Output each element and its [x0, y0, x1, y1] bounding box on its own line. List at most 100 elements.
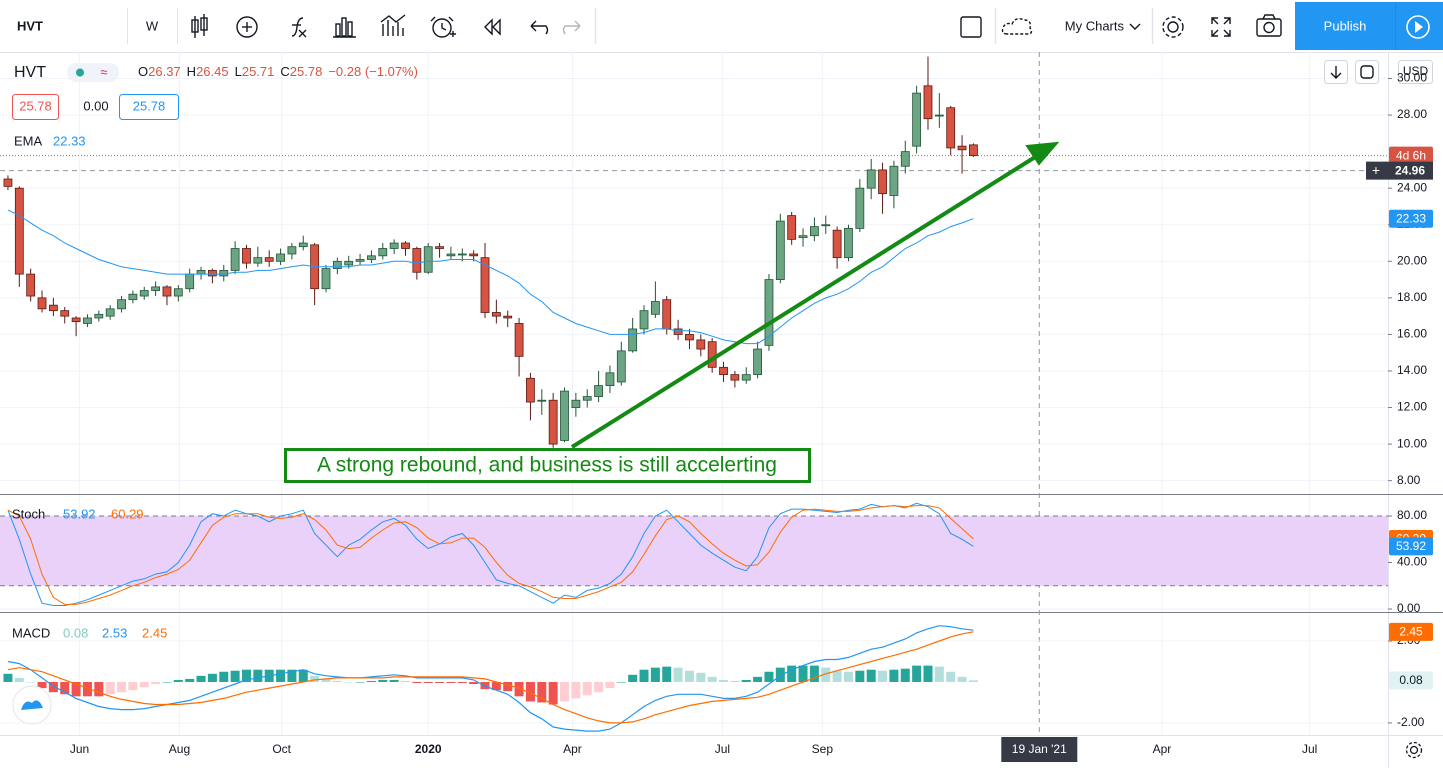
indicators-button[interactable] [291, 17, 307, 38]
macd-legend-hist: 0.08 [63, 625, 88, 640]
candle-body [503, 315, 513, 319]
maximize-button[interactable] [1355, 60, 1379, 84]
maximize-icon [1360, 65, 1374, 79]
candle-body [412, 248, 422, 273]
histogram-bar [37, 681, 47, 689]
histogram-bar [310, 675, 320, 682]
publish-button-bg[interactable] [1295, 2, 1395, 50]
candle-body [401, 242, 410, 249]
countdown-box [1389, 146, 1433, 165]
histogram-bar [491, 681, 501, 691]
histogram-bar [469, 681, 479, 685]
chart-type-button[interactable] [191, 14, 208, 38]
bid-box[interactable] [12, 94, 59, 120]
candle-body [480, 257, 490, 313]
ohlc-key: O [138, 64, 148, 79]
interval-button[interactable]: W [146, 18, 159, 33]
crosshair-x-label: 19 Jan '21 [1012, 742, 1067, 756]
histogram-bar [912, 665, 922, 682]
y-tick-label: 20.00 [1397, 253, 1427, 267]
histogram-bar [639, 669, 649, 682]
crosshair-x-box [1001, 737, 1078, 762]
crosshair-y-box [1366, 161, 1433, 180]
compare-button[interactable] [236, 16, 258, 38]
candle-body [94, 313, 104, 319]
play-icon [1406, 15, 1430, 39]
histogram-bar [605, 681, 615, 689]
histogram-bar [798, 665, 808, 682]
templates-button[interactable] [333, 17, 356, 38]
histogram-bar [173, 679, 183, 682]
candle-body [707, 341, 717, 368]
cloud-icon [1001, 17, 1033, 35]
histogram-bar [241, 669, 251, 682]
histogram-bar [560, 681, 570, 702]
macd-line [7, 631, 974, 724]
my-charts-button[interactable]: My Charts [1065, 18, 1125, 33]
histogram-bar [82, 681, 92, 697]
histogram-bar [650, 667, 660, 682]
candle-body [912, 92, 922, 147]
x-tick-label: Aug [169, 742, 190, 756]
candle-body [60, 310, 70, 317]
histogram-bar [3, 673, 13, 682]
histogram-bar [128, 681, 138, 691]
labels: 8.0010.0012.0014.0016.0018.0020.0022.002… [70, 71, 1433, 762]
candle-body [730, 374, 740, 381]
candle-body [821, 224, 831, 227]
candle-body [798, 235, 808, 238]
stoch-k-value: 53.92 [1396, 539, 1426, 553]
histogram-bar [878, 670, 888, 682]
candle-body [514, 323, 524, 357]
histogram-bar [866, 669, 876, 682]
settings-button[interactable] [1162, 16, 1184, 38]
redo-button[interactable] [562, 20, 581, 35]
candle-body [526, 377, 535, 403]
candle-body [537, 399, 547, 402]
currency-box[interactable] [1398, 60, 1433, 84]
dropdown-icon [1129, 23, 1141, 30]
candle-body [741, 374, 751, 381]
candle-body [14, 187, 24, 275]
arrow-icon [1330, 66, 1342, 79]
histogram-bar [662, 666, 672, 682]
axis-settings-button[interactable] [1405, 741, 1423, 759]
histogram-bar [719, 679, 729, 682]
histogram-bar [616, 681, 626, 683]
crosshair-y-label: 24.96 [1395, 163, 1425, 177]
histogram-bar [94, 681, 104, 697]
candle-body [355, 259, 365, 262]
stoch-k-value-box [1389, 537, 1433, 556]
ohlc-legend: O26.37 H26.45 L25.71 C25.78 −0.28 (−1.07%) [138, 64, 418, 79]
layout-button[interactable] [960, 16, 982, 38]
snapshot-button[interactable] [1256, 14, 1282, 37]
replay-button[interactable] [484, 18, 501, 36]
ask-box[interactable] [119, 94, 179, 120]
fullscreen-button[interactable] [1211, 17, 1231, 37]
y-tick-label: -2.00 [1397, 715, 1425, 729]
y-tick-label: 80.00 [1397, 508, 1427, 522]
histogram-bar [628, 674, 638, 682]
symbol-button[interactable]: HVT [17, 18, 43, 33]
candle-body [457, 253, 467, 256]
candle-body [616, 350, 626, 383]
candle-body [900, 151, 910, 167]
alert-line-button[interactable] [380, 14, 406, 36]
candle-body [775, 220, 785, 280]
histogram-bar [48, 681, 58, 693]
alert-button[interactable] [430, 16, 456, 38]
undo-button[interactable] [530, 20, 549, 35]
histogram-bar [230, 670, 240, 682]
candle-body [969, 144, 978, 157]
histogram-bar [151, 681, 161, 685]
ohlc-key: H [187, 64, 196, 79]
y-tick-label: 40.00 [1397, 555, 1427, 569]
publish-button[interactable]: Publish [1324, 18, 1367, 33]
ohlc-value: 25.78 [290, 64, 323, 79]
candle-body [48, 304, 58, 312]
histogram-bar [446, 681, 456, 684]
candle-body [367, 255, 376, 260]
y-tick-label: 18.00 [1397, 290, 1427, 304]
legend-symbol: HVT [14, 64, 46, 81]
